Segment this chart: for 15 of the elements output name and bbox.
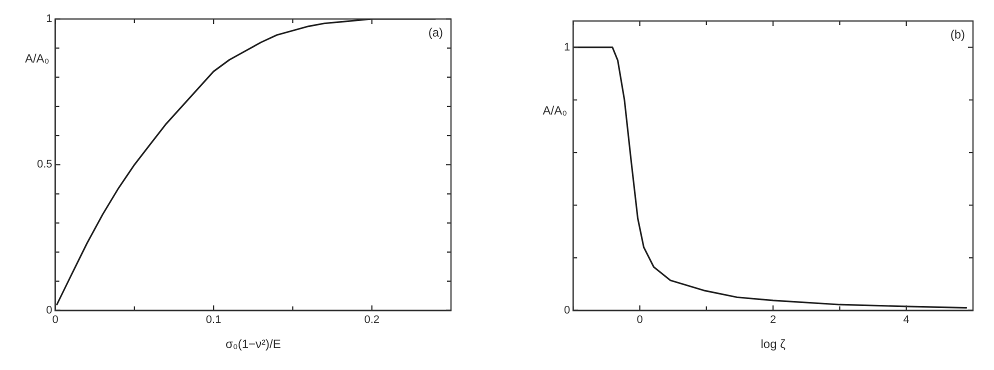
x-tick-label: 2 xyxy=(770,314,776,326)
y-tick-label: 1 xyxy=(46,13,52,26)
annotation: (b) xyxy=(950,27,965,42)
x-tick-label: 4 xyxy=(903,314,910,326)
y-tick-label: 0 xyxy=(46,304,52,316)
annotation: (a) xyxy=(428,25,443,40)
x-axis-title: σ₀(1−ν²)/E xyxy=(225,337,281,352)
y-tick-label: 1 xyxy=(564,41,570,54)
y-axis-title: A/A₀ xyxy=(24,51,50,66)
x-axis-title: log ζ xyxy=(760,337,786,352)
y-tick-label: 0.5 xyxy=(36,158,52,171)
x-tick-label: 0 xyxy=(636,314,643,326)
y-axis-title: A/A₀ xyxy=(542,103,568,118)
x-tick-label: 0.2 xyxy=(364,314,380,326)
x-tick-label: 0.1 xyxy=(206,314,222,326)
